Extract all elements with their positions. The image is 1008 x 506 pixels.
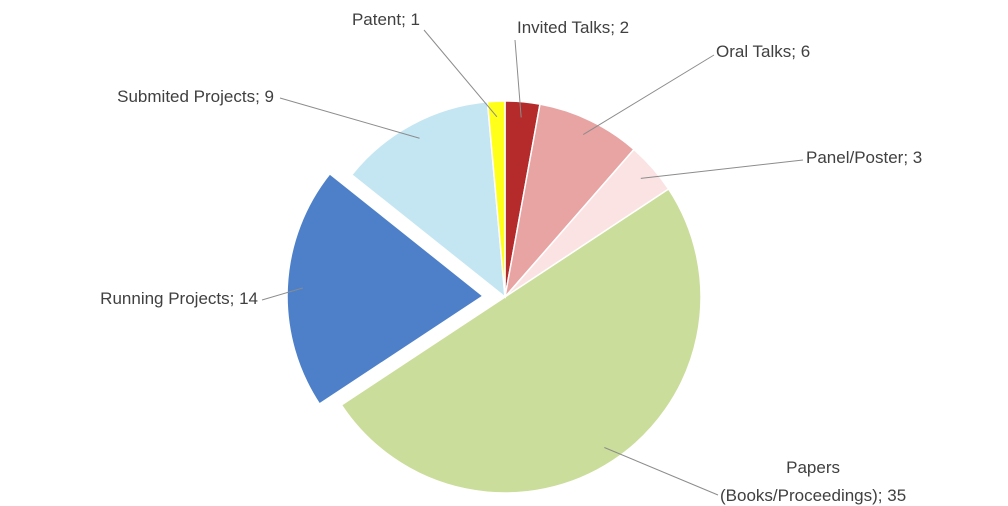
- data-label: Papers (Books/Proceedings); 35: [720, 458, 907, 505]
- leader-line: [261, 287, 304, 301]
- pie-slice: [350, 100, 506, 299]
- data-label: Submited Projects; 9: [117, 87, 274, 106]
- leader-line: [423, 29, 498, 118]
- leader-line: [582, 54, 715, 135]
- data-label: Running Projects; 14: [100, 289, 258, 308]
- leader-line: [640, 159, 804, 179]
- pie-slice: [340, 187, 702, 494]
- data-label: Panel/Poster; 3: [806, 148, 923, 167]
- leader-line: [604, 447, 719, 496]
- pie-slice: [286, 172, 485, 406]
- leader-line: [279, 97, 420, 139]
- data-label: Invited Talks; 2: [517, 18, 630, 37]
- data-label: Oral Talks; 6: [716, 42, 811, 61]
- leader-line: [514, 39, 522, 118]
- pie-slice: [503, 103, 636, 300]
- data-label: Patent; 1: [351, 10, 420, 29]
- pie-slice: [486, 100, 506, 298]
